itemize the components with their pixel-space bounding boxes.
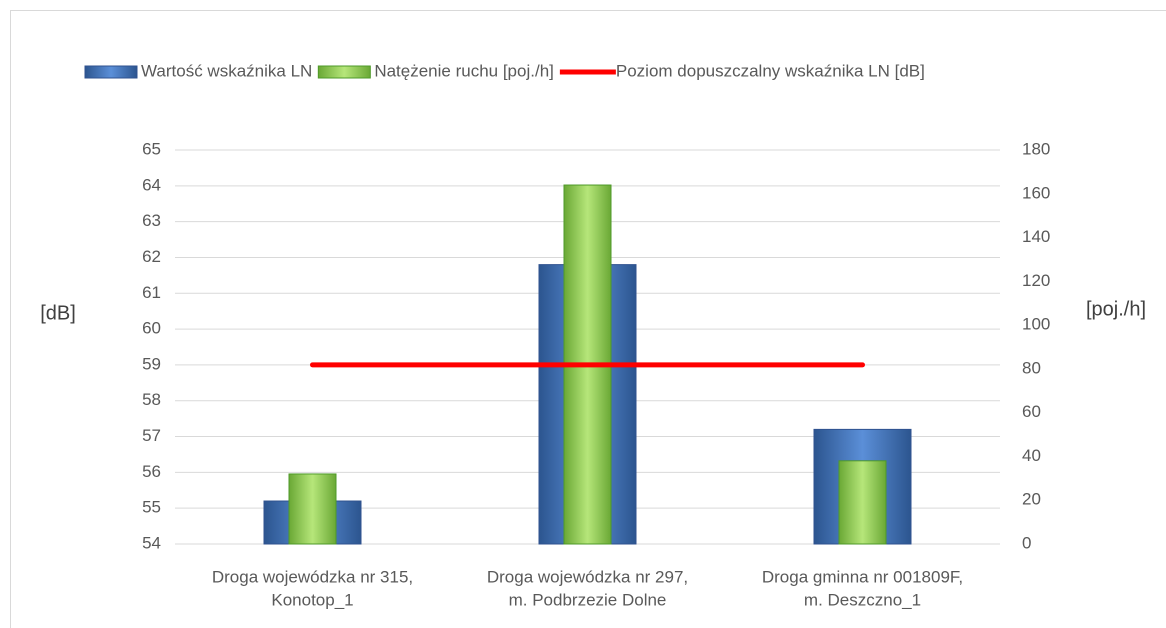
y-axis-label: [dB] [40,302,76,324]
y2-tick-label: 80 [1022,358,1041,377]
y2-tick-label: 180 [1022,139,1050,158]
y-tick-label: 61 [142,283,161,302]
legend-swatch [317,65,371,79]
y2-tick-label: 60 [1022,402,1041,421]
legend-label: Wartość wskaźnika LN [141,61,312,80]
y-tick-label: 62 [142,247,161,266]
x-tick-label: Droga wojewódzka nr 297, [487,567,688,586]
y-tick-label: 55 [142,498,161,517]
y-tick-label: 60 [142,319,161,338]
x-tick-label: Konotop_1 [271,590,353,609]
x-tick-label: Droga gminna nr 001809F, [762,567,963,586]
y-tick-label: 56 [142,462,161,481]
x-tick-label: Droga wojewódzka nr 315, [212,567,413,586]
y-tick-label: 58 [142,390,161,409]
y-tick-label: 57 [142,426,161,445]
legend-swatch [84,65,138,79]
y2-tick-label: 40 [1022,446,1041,465]
y2-tick-label: 120 [1022,271,1050,290]
y-tick-label: 64 [142,175,161,194]
x-tick-label: m. Podbrzezie Dolne [509,590,667,609]
y2-tick-label: 100 [1022,315,1050,334]
x-tick-label: m. Deszczno_1 [804,590,921,609]
chart-border [10,10,1166,628]
y-tick-label: 63 [142,211,161,230]
y2-tick-label: 140 [1022,227,1050,246]
y2-tick-label: 0 [1022,533,1031,552]
legend-label: Natężenie ruchu [poj./h] [374,61,554,80]
bar [288,473,337,545]
y-tick-label: 59 [142,354,161,373]
y-tick-label: 54 [142,533,161,552]
y2-tick-label: 160 [1022,183,1050,202]
legend-label: Poziom dopuszczalny wskaźnika LN [dB] [616,61,925,80]
y2-axis-label: [poj./h] [1086,298,1146,320]
bar [838,460,887,545]
y-tick-label: 65 [142,139,161,158]
y2-tick-label: 20 [1022,490,1041,509]
